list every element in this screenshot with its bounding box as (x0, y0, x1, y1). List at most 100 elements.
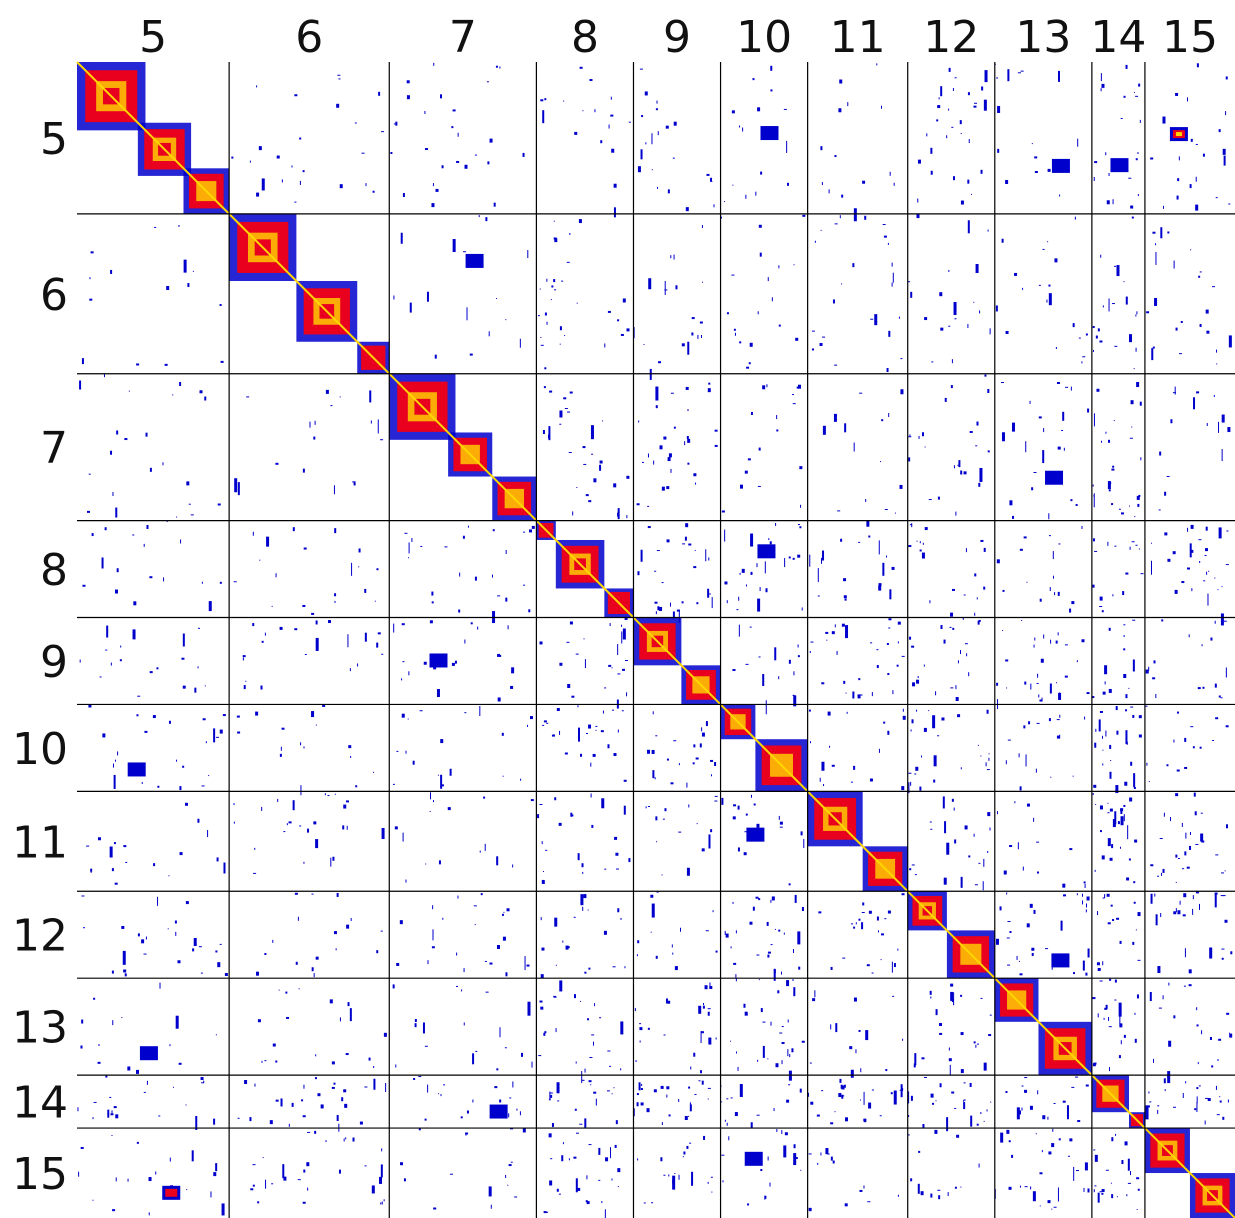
contact-dot (615, 852, 619, 856)
contact-dot (678, 763, 680, 766)
contact-dot (888, 618, 892, 621)
contact-dot (869, 778, 873, 782)
contact-dot (701, 848, 705, 852)
contact-dot (522, 1128, 526, 1133)
contact-dot (1152, 346, 1155, 349)
contact-dot (644, 91, 648, 96)
contact-dot (1002, 629, 1004, 631)
contact-dot (1225, 76, 1228, 80)
contact-dot (563, 397, 567, 400)
contact-dot (758, 224, 762, 228)
contact-dot (546, 321, 548, 325)
contact-dot (554, 238, 558, 243)
contact-dot (1057, 1187, 1059, 1202)
contact-dot (800, 1169, 802, 1171)
contact-dot (1162, 116, 1166, 124)
contact-dot (1123, 635, 1125, 638)
contact-dot (645, 806, 647, 809)
contact-dot (93, 997, 96, 1000)
contact-dot (672, 1179, 674, 1184)
contact-dot (951, 588, 955, 591)
contact-dot (689, 1104, 692, 1112)
contact-dot (510, 685, 514, 689)
contact-dot (743, 852, 747, 856)
contact-dot (1123, 804, 1126, 807)
contact-dot (182, 765, 185, 768)
contact-dot (581, 863, 584, 868)
contact-dot (89, 298, 93, 301)
contact-dot (868, 1102, 872, 1109)
contact-dot (302, 604, 306, 607)
contact-dot (501, 913, 504, 916)
contact-dot (406, 80, 410, 84)
contact-dot (337, 74, 341, 76)
contact-dot (549, 390, 553, 393)
contact-dot (352, 481, 356, 483)
contact-dot (773, 1108, 775, 1112)
contact-dot (1145, 669, 1149, 674)
contact-dot (1154, 893, 1156, 897)
contact-dot (608, 124, 610, 129)
contact-dot (654, 601, 658, 604)
contact-dot (376, 568, 379, 571)
contact-dot (1033, 909, 1036, 914)
contact-dot (841, 1085, 845, 1090)
contact-dot (1077, 1120, 1081, 1123)
contact-dot (201, 581, 203, 584)
contact-dot (651, 749, 655, 754)
contact-dot (497, 653, 501, 657)
contact-dot (265, 1179, 267, 1189)
contact-dot (512, 1081, 514, 1088)
contact-dot (999, 906, 1002, 911)
row-label-9: 9 (40, 637, 68, 688)
contact-dot (156, 667, 159, 670)
contact-dot (860, 1068, 862, 1073)
contact-dot (441, 784, 444, 787)
contact-dot (1199, 561, 1201, 564)
contact-dot (86, 510, 90, 513)
contact-dot (732, 184, 734, 186)
contact-dot (923, 664, 925, 667)
contact-dot (541, 841, 543, 845)
contact-dot (393, 623, 395, 633)
contact-dot (336, 103, 340, 108)
contact-dot (769, 541, 772, 545)
contact-dot (1169, 817, 1171, 822)
contact-dot (344, 1103, 348, 1108)
contact-dot (370, 420, 372, 424)
contact-dot (1190, 138, 1193, 142)
contact-dot (928, 499, 932, 501)
contact-dot (889, 589, 892, 600)
contact-dot (1182, 868, 1185, 870)
contact-dot (846, 711, 848, 714)
contact-dot (866, 520, 870, 527)
contact-dot (930, 828, 933, 830)
contact-dot (93, 1101, 97, 1103)
contact-dot (578, 219, 582, 224)
contact-dot (200, 1077, 204, 1081)
contact-dot (676, 609, 680, 612)
contact-dot (1134, 1038, 1137, 1043)
contact-dot (1042, 450, 1045, 464)
contact-dot (215, 1034, 217, 1036)
contact-dot (455, 985, 458, 987)
contact-dot (311, 893, 314, 895)
contact-dot (1014, 272, 1018, 276)
contact-dot (1102, 763, 1104, 766)
contact-dot (724, 930, 726, 935)
contact-dot (313, 973, 315, 978)
contact-dot (672, 157, 675, 159)
contact-dot (506, 908, 510, 912)
contact-dot (595, 729, 597, 731)
contact-dot (1047, 168, 1051, 172)
contact-dot (809, 650, 811, 653)
contact-dot (414, 1023, 417, 1028)
contact-dot (755, 896, 759, 899)
contact-dot (546, 1211, 549, 1213)
contact-dot (1037, 1090, 1039, 1095)
contact-dot (1135, 347, 1137, 352)
contact-dot (464, 639, 466, 644)
contact-dot (1054, 592, 1056, 596)
contact-dot (737, 1066, 739, 1071)
contact-dot (314, 420, 316, 425)
